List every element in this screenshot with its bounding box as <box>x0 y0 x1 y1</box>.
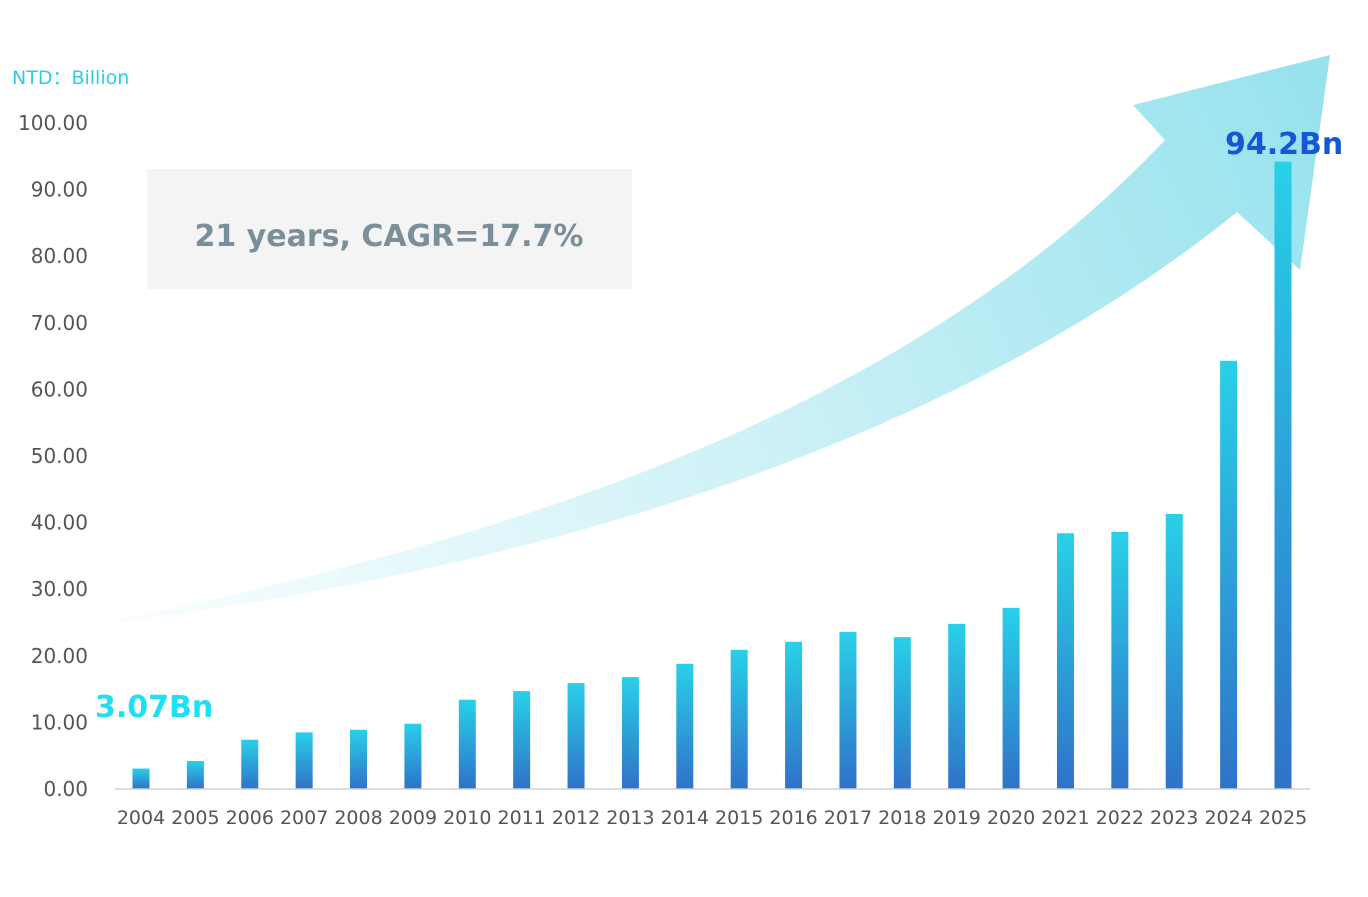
x-tick-label: 2014 <box>661 807 709 829</box>
bar-2018 <box>893 637 911 789</box>
bar-2023 <box>1165 513 1183 789</box>
x-tick-label: 2024 <box>1204 807 1252 829</box>
x-tick-label: 2022 <box>1096 807 1144 829</box>
x-tick-label: 2019 <box>933 807 981 829</box>
bar-2010 <box>458 699 476 789</box>
cagr-text: 21 years, CAGR=17.7% <box>194 219 583 254</box>
y-tick-label: 80.00 <box>31 244 88 268</box>
y-tick-label: 70.00 <box>31 311 88 335</box>
bar-2006 <box>241 739 259 789</box>
x-tick-label: 2015 <box>715 807 763 829</box>
x-tick-label: 2016 <box>769 807 817 829</box>
cagr-box <box>147 169 632 289</box>
y-tick-label: 0.00 <box>43 777 88 801</box>
y-tick-label: 30.00 <box>31 577 88 601</box>
x-tick-label: 2005 <box>171 807 219 829</box>
bar-2015 <box>730 649 748 789</box>
x-tick-label: 2007 <box>280 807 328 829</box>
x-tick-label: 2012 <box>552 807 600 829</box>
bar-2014 <box>676 663 694 789</box>
x-tick-label: 2017 <box>824 807 872 829</box>
y-tick-label: 10.00 <box>31 710 88 734</box>
bar-2025 <box>1274 161 1292 790</box>
bar-2019 <box>948 623 966 789</box>
x-tick-label: 2023 <box>1150 807 1198 829</box>
x-tick-label: 2009 <box>389 807 437 829</box>
bar-2017 <box>839 631 857 789</box>
bar-2005 <box>186 761 204 789</box>
x-tick-label: 2008 <box>334 807 382 829</box>
end-value-label: 94.2Bn <box>1225 127 1343 162</box>
bar-2021 <box>1056 533 1074 789</box>
x-tick-label: 2010 <box>443 807 491 829</box>
bar-2020 <box>1002 607 1020 789</box>
bar-2012 <box>567 683 585 789</box>
bar-2024 <box>1220 360 1238 789</box>
start-value-label: 3.07Bn <box>95 690 213 725</box>
bar-2007 <box>295 732 313 789</box>
x-tick-label: 2018 <box>878 807 926 829</box>
bar-2011 <box>513 691 531 789</box>
x-tick-label: 2013 <box>606 807 654 829</box>
x-tick-label: 2021 <box>1041 807 1089 829</box>
y-tick-label: 60.00 <box>31 377 88 401</box>
bar-2016 <box>785 641 803 789</box>
x-tick-label: 2025 <box>1259 807 1307 829</box>
bar-2009 <box>404 723 422 789</box>
y-tick-label: 90.00 <box>31 178 88 202</box>
unit-label: NTD：Billion <box>12 67 129 89</box>
x-tick-label: 2004 <box>117 807 165 829</box>
x-tick-label: 2011 <box>497 807 545 829</box>
y-tick-label: 20.00 <box>31 644 88 668</box>
y-tick-label: 50.00 <box>31 444 88 468</box>
x-tick-label: 2020 <box>987 807 1035 829</box>
bar-2008 <box>350 729 368 789</box>
bar-2004 <box>132 768 150 789</box>
y-tick-label: 100.00 <box>18 111 88 135</box>
bar-2022 <box>1111 531 1129 789</box>
growth-arrow <box>118 55 1330 622</box>
x-tick-label: 2006 <box>226 807 274 829</box>
bar-2013 <box>621 677 639 789</box>
y-tick-label: 40.00 <box>31 511 88 535</box>
